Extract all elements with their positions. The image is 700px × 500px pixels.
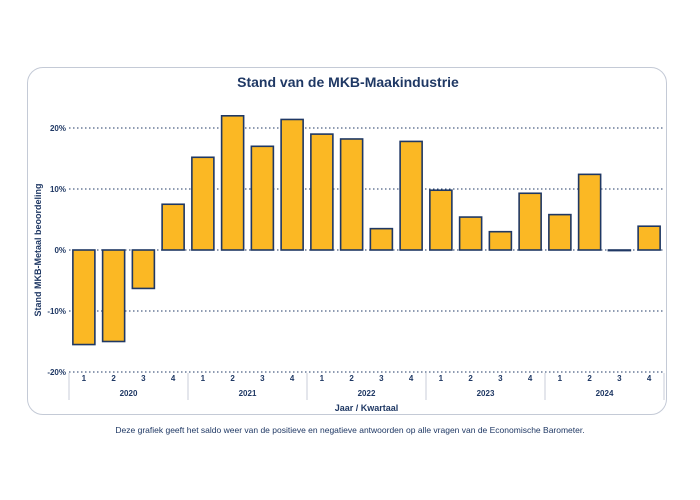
x-tick-label: 2 xyxy=(230,374,235,383)
bar xyxy=(310,133,334,251)
x-tick-label: 4 xyxy=(528,374,533,383)
x-tick-label: 1 xyxy=(558,374,563,383)
bar xyxy=(577,173,602,251)
chart-frame: Stand van de MKB-Maakindustrie -20% -10% 0%… xyxy=(27,67,667,415)
y-axis-label: Stand MKB-Metaal beoordeling xyxy=(33,183,43,316)
x-tick-label: 3 xyxy=(498,374,503,383)
x-axis-label: Jaar / Kwartaal xyxy=(335,403,399,413)
bar xyxy=(607,249,632,252)
y-tick-label: -10% xyxy=(47,307,66,316)
x-group-label: 2023 xyxy=(477,389,495,398)
bar xyxy=(399,140,423,251)
x-tick-label: 4 xyxy=(290,374,295,383)
x-tick-label: 3 xyxy=(260,374,265,383)
bar xyxy=(220,114,245,251)
bar-chart: Stand van de MKB-Maakindustrie -20% -10% 0%… xyxy=(33,74,665,413)
bar xyxy=(191,156,215,251)
bar xyxy=(548,213,572,251)
bar xyxy=(161,203,185,251)
x-tick-label: 2 xyxy=(587,374,592,383)
bar xyxy=(429,189,453,251)
x-tick-label: 1 xyxy=(201,374,206,383)
x-tick-label: 1 xyxy=(320,374,325,383)
bar xyxy=(72,249,96,346)
chart-caption: Deze grafiek geeft het saldo weer van de… xyxy=(115,425,585,435)
x-tick-label: 2 xyxy=(468,374,473,383)
bar xyxy=(488,230,513,251)
x-tick-label: 1 xyxy=(439,374,444,383)
x-tick-label: 2 xyxy=(111,374,116,383)
x-tick-label: 3 xyxy=(617,374,622,383)
bar xyxy=(339,138,364,251)
x-group-label: 2024 xyxy=(596,389,614,398)
x-tick-label: 4 xyxy=(171,374,176,383)
x-tick-label: 2 xyxy=(349,374,354,383)
x-group-label: 2021 xyxy=(239,389,257,398)
bar xyxy=(101,249,126,343)
chart-title: Stand van de MKB-Maakindustrie xyxy=(237,74,459,90)
y-tick-label: 10% xyxy=(50,185,66,194)
x-tick-label: 3 xyxy=(379,374,384,383)
bar xyxy=(131,249,156,290)
x-tick-label: 1 xyxy=(82,374,87,383)
bar xyxy=(250,145,275,251)
bar xyxy=(637,225,661,251)
bar xyxy=(518,192,542,251)
y-tick-label: 20% xyxy=(50,124,66,133)
bar xyxy=(280,118,304,251)
y-tick-label: 0% xyxy=(54,246,66,255)
y-tick-label: -20% xyxy=(47,368,66,377)
bar xyxy=(369,227,394,251)
bar xyxy=(458,216,483,251)
x-tick-label: 4 xyxy=(409,374,414,383)
x-tick-label: 4 xyxy=(647,374,652,383)
x-group-label: 2022 xyxy=(358,389,376,398)
x-group-label: 2020 xyxy=(120,389,138,398)
x-tick-label: 3 xyxy=(141,374,146,383)
